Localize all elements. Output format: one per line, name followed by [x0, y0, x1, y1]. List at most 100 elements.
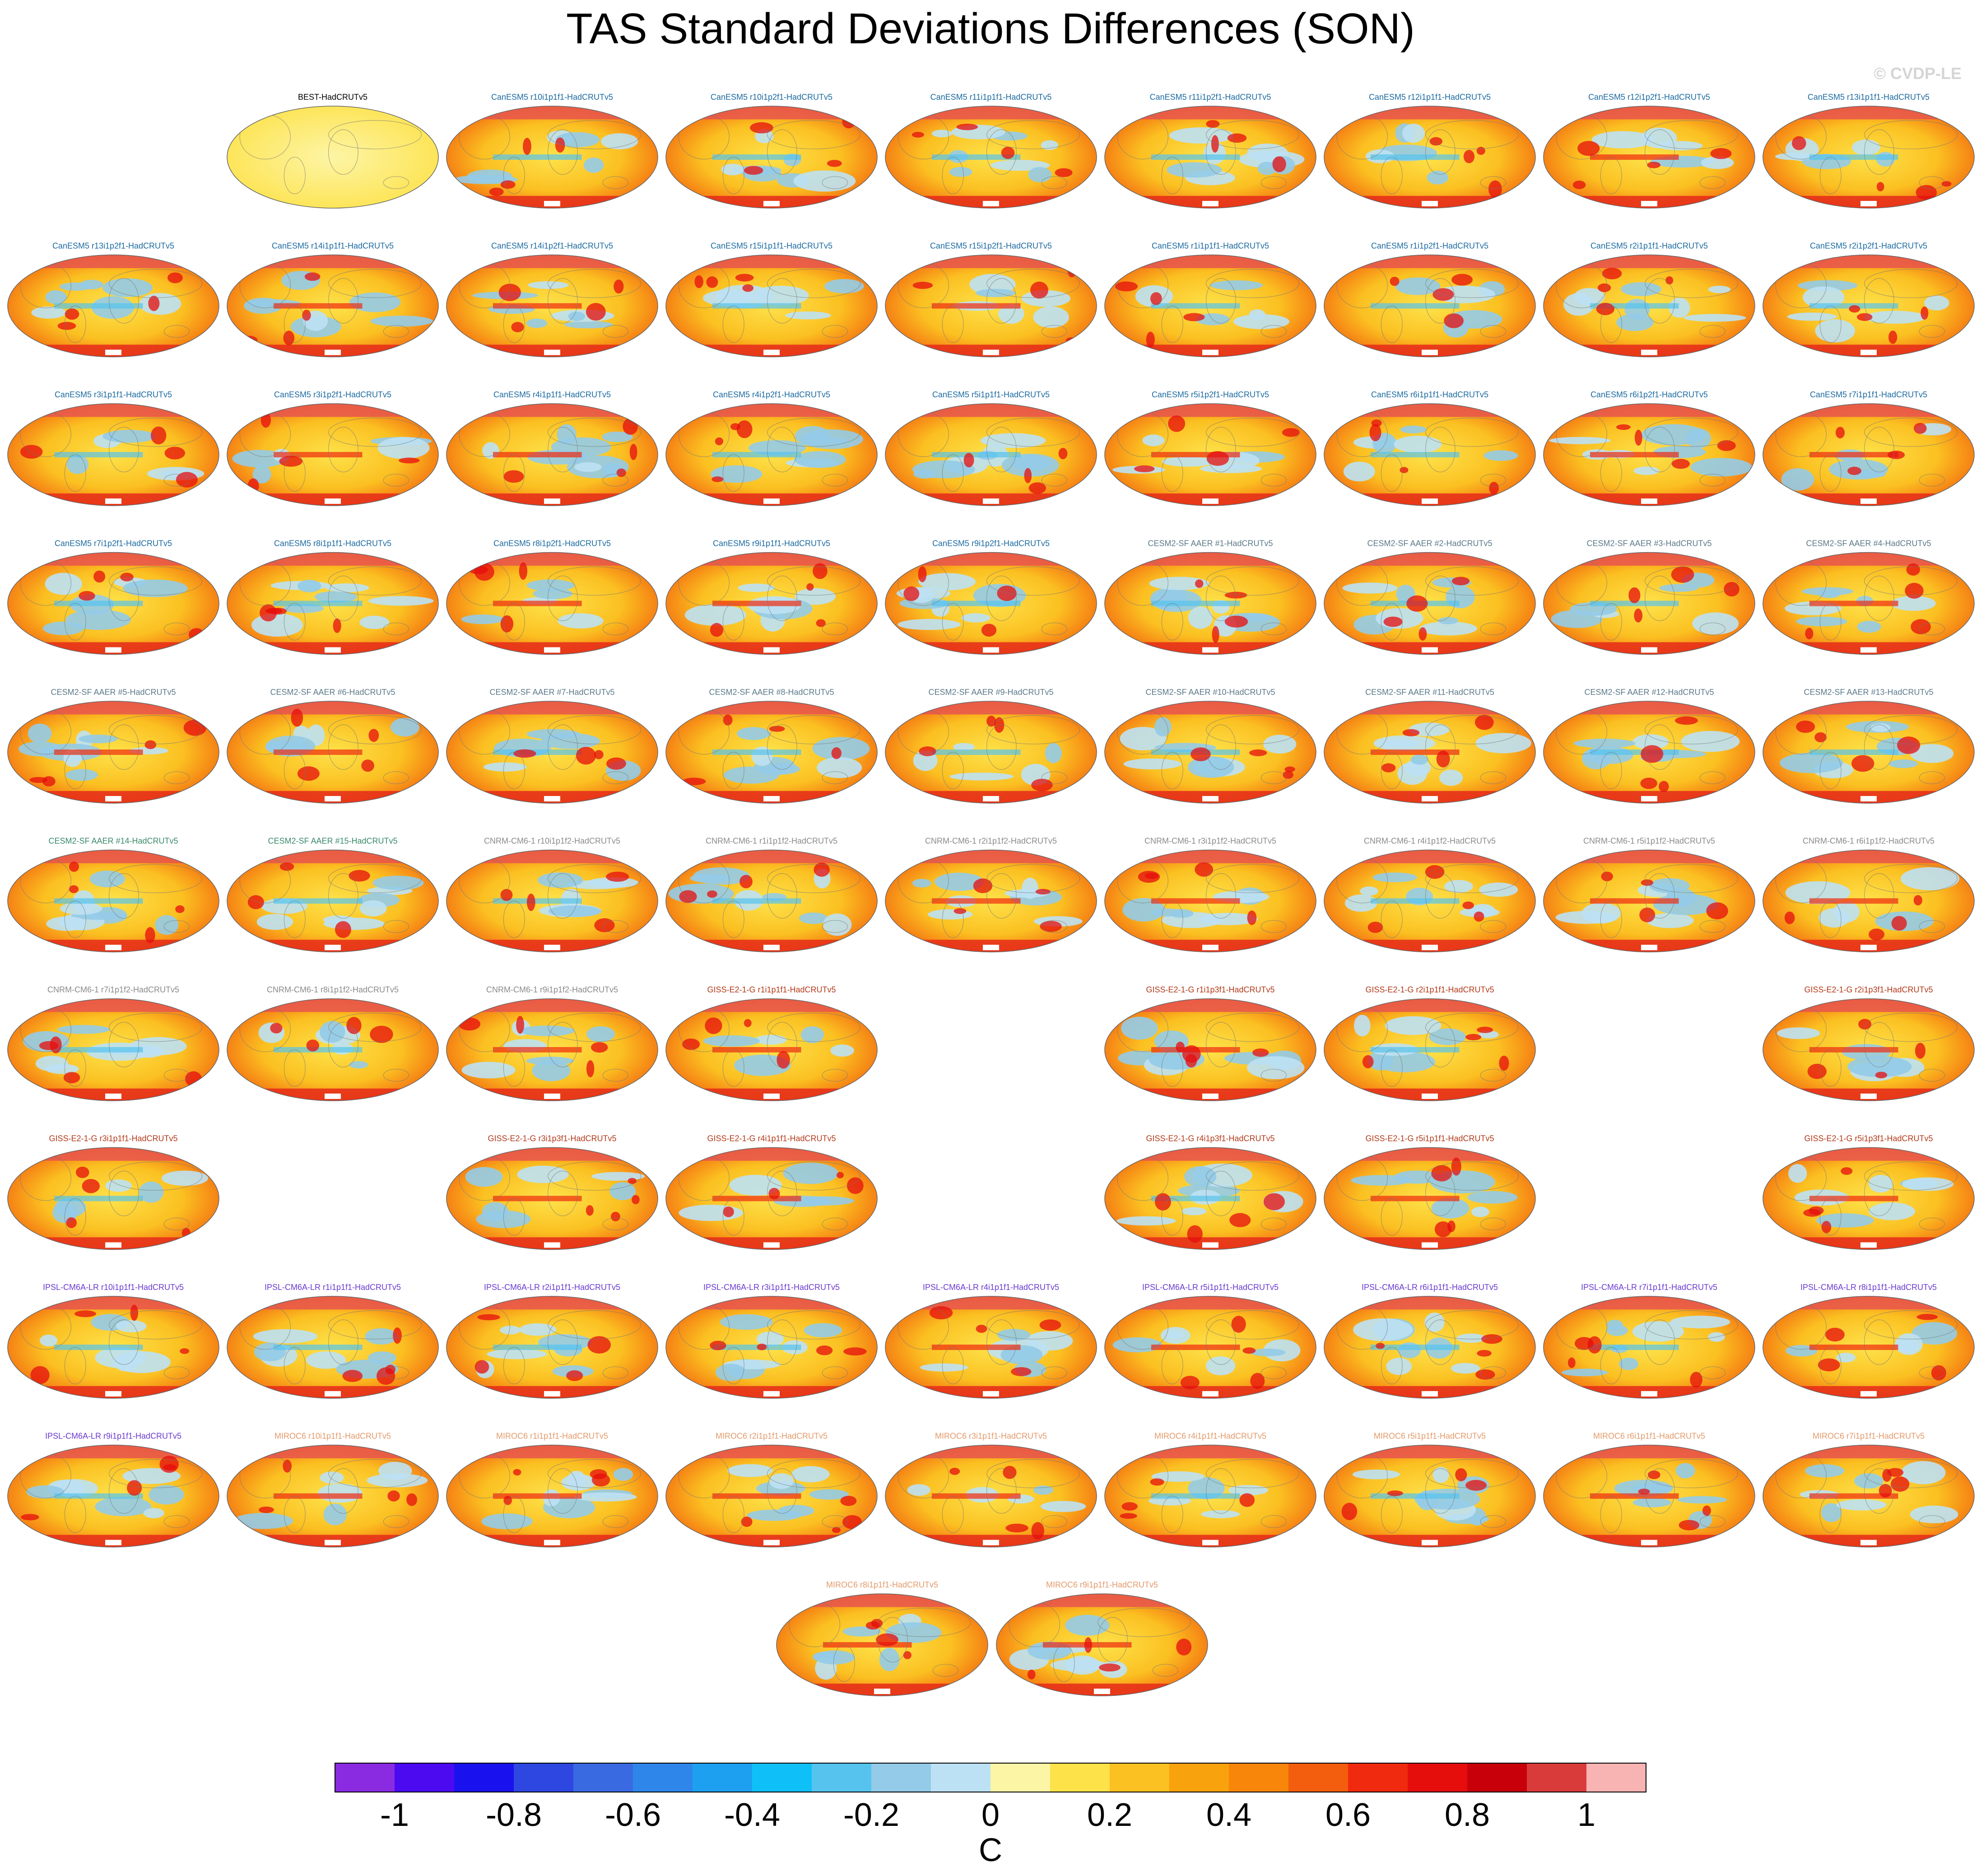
map-panel: CanESM5 r11i1p1f1-HadCRUTv5 — [885, 93, 1097, 209]
panel-label: CanESM5 r5i1p1f1-HadCRUTv5 — [932, 390, 1050, 399]
map-panel: CNRM-CM6-1 r10i1p1f2-HadCRUTv5 — [446, 837, 658, 953]
panel-label: IPSL-CM6A-LR r8i1p1f1-HadCRUTv5 — [1800, 1283, 1937, 1292]
map-panel: CESM2-SF AAER #11-HadCRUTv5 — [1324, 688, 1536, 804]
map-panel: CESM2-SF AAER #15-HadCRUTv5 — [227, 837, 439, 953]
colorbar-swatch — [1050, 1763, 1110, 1792]
panel-label: GISS-E2-1-G r4i1p1f1-HadCRUTv5 — [707, 1134, 836, 1143]
panel-label: MIROC6 r6i1p1f1-HadCRUTv5 — [1593, 1432, 1705, 1441]
panel-label: GISS-E2-1-G r5i1p3f1-HadCRUTv5 — [1804, 1134, 1933, 1143]
panel-label: GISS-E2-1-G r3i1p3f1-HadCRUTv5 — [488, 1134, 616, 1143]
colorbar-tick-label: 0.4 — [1206, 1797, 1251, 1833]
map-panel: GISS-E2-1-G r4i1p1f1-HadCRUTv5 — [665, 1134, 878, 1250]
panel-label: CNRM-CM6-1 r9i1p1f2-HadCRUTv5 — [486, 985, 618, 994]
colorbar-unit: C — [979, 1832, 1002, 1868]
panel-label: CanESM5 r4i1p1f1-HadCRUTv5 — [493, 390, 611, 399]
panel-label: CESM2-SF AAER #12-HadCRUTv5 — [1584, 688, 1714, 697]
colorbar-tick-label: -0.4 — [724, 1797, 780, 1833]
panel-label: CNRM-CM6-1 r5i1p1f2-HadCRUTv5 — [1583, 837, 1715, 846]
panel-label: CanESM5 r5i1p2f1-HadCRUTv5 — [1152, 390, 1269, 399]
map-panel: CanESM5 r5i1p2f1-HadCRUTv5 — [1104, 390, 1316, 506]
panel-label: GISS-E2-1-G r5i1p1f1-HadCRUTv5 — [1365, 1134, 1494, 1143]
panel-label: CESM2-SF AAER #3-HadCRUTv5 — [1586, 539, 1711, 548]
panel-label: CanESM5 r4i1p2f1-HadCRUTv5 — [713, 390, 830, 399]
map-panel: CNRM-CM6-1 r5i1p1f2-HadCRUTv5 — [1543, 837, 1755, 953]
map-panel: CanESM5 r13i1p1f1-HadCRUTv5 — [1762, 93, 1975, 209]
map-panel: CanESM5 r3i1p1f1-HadCRUTv5 — [7, 390, 219, 506]
map-panel: MIROC6 r9i1p1f1-HadCRUTv5 — [996, 1580, 1208, 1696]
colorbar-swatch — [514, 1763, 574, 1792]
map-panel: CanESM5 r13i1p2f1-HadCRUTv5 — [7, 242, 219, 358]
map-panel: CESM2-SF AAER #5-HadCRUTv5 — [7, 688, 219, 804]
map-panel: CanESM5 r5i1p1f1-HadCRUTv5 — [885, 390, 1097, 506]
map-panel: MIROC6 r5i1p1f1-HadCRUTv5 — [1324, 1432, 1536, 1548]
panel-label: CanESM5 r11i1p2f1-HadCRUTv5 — [1150, 93, 1271, 102]
panel-label: CNRM-CM6-1 r3i1p1f2-HadCRUTv5 — [1144, 837, 1276, 846]
map-panel: MIROC6 r10i1p1f1-HadCRUTv5 — [227, 1432, 439, 1548]
colorbar-tick-label: 0 — [981, 1797, 1000, 1833]
page-title: TAS Standard Deviations Differences (SON… — [566, 5, 1415, 53]
panel-label: CESM2-SF AAER #2-HadCRUTv5 — [1367, 539, 1492, 548]
panel-label: IPSL-CM6A-LR r9i1p1f1-HadCRUTv5 — [45, 1432, 181, 1441]
panel-label: GISS-E2-1-G r1i1p1f1-HadCRUTv5 — [707, 985, 836, 994]
panel-label: CNRM-CM6-1 r4i1p1f2-HadCRUTv5 — [1364, 837, 1496, 846]
colorbar-swatch — [633, 1763, 693, 1792]
map-panel: IPSL-CM6A-LR r3i1p1f1-HadCRUTv5 — [665, 1283, 878, 1399]
colorbar-swatch — [1527, 1763, 1587, 1792]
colorbar-tick-label: 0.8 — [1445, 1797, 1490, 1833]
map-panel: CanESM5 r11i1p2f1-HadCRUTv5 — [1104, 93, 1316, 209]
panel-label: MIROC6 r9i1p1f1-HadCRUTv5 — [1046, 1580, 1158, 1589]
panel-label: CESM2-SF AAER #5-HadCRUTv5 — [51, 688, 176, 697]
panel-label: CNRM-CM6-1 r6i1p1f2-HadCRUTv5 — [1803, 837, 1934, 846]
map-panel: GISS-E2-1-G r4i1p3f1-HadCRUTv5 — [1104, 1134, 1316, 1250]
panel-label: IPSL-CM6A-LR r7i1p1f1-HadCRUTv5 — [1581, 1283, 1717, 1292]
map-panel: CanESM5 r15i1p1f1-HadCRUTv5 — [665, 242, 878, 358]
panel-label: CanESM5 r9i1p2f1-HadCRUTv5 — [932, 539, 1050, 548]
map-panel: GISS-E2-1-G r3i1p3f1-HadCRUTv5 — [446, 1134, 658, 1250]
map-panel: CanESM5 r3i1p2f1-HadCRUTv5 — [227, 390, 439, 506]
map-panel: CanESM5 r8i1p1f1-HadCRUTv5 — [227, 539, 439, 655]
map-panel: MIROC6 r3i1p1f1-HadCRUTv5 — [885, 1432, 1097, 1548]
panel-label: MIROC6 r1i1p1f1-HadCRUTv5 — [496, 1432, 608, 1441]
map-panel: IPSL-CM6A-LR r10i1p1f1-HadCRUTv5 — [7, 1283, 219, 1399]
panel-label: CanESM5 r1i1p1f1-HadCRUTv5 — [1152, 242, 1269, 251]
panel-label: CESM2-SF AAER #4-HadCRUTv5 — [1806, 539, 1931, 548]
panel-label: CNRM-CM6-1 r1i1p1f2-HadCRUTv5 — [706, 837, 837, 846]
map-panel: CanESM5 r14i1p1f1-HadCRUTv5 — [227, 242, 439, 358]
panel-label: IPSL-CM6A-LR r3i1p1f1-HadCRUTv5 — [703, 1283, 840, 1292]
colorbar-tick-label: 1 — [1577, 1797, 1595, 1833]
colorbar-tick-label: -0.6 — [605, 1797, 661, 1833]
panel-label: CanESM5 r14i1p1f1-HadCRUTv5 — [272, 242, 394, 251]
panel-label: CanESM5 r8i1p1f1-HadCRUTv5 — [274, 539, 391, 548]
panel-label: CESM2-SF AAER #11-HadCRUTv5 — [1365, 688, 1494, 697]
map-panel: GISS-E2-1-G r5i1p3f1-HadCRUTv5 — [1762, 1134, 1975, 1250]
map-panel: CanESM5 r8i1p2f1-HadCRUTv5 — [446, 539, 658, 655]
map-panel: CanESM5 r9i1p2f1-HadCRUTv5 — [885, 539, 1097, 655]
panel-label: GISS-E2-1-G r3i1p1f1-HadCRUTv5 — [49, 1134, 177, 1143]
map-panel: MIROC6 r1i1p1f1-HadCRUTv5 — [446, 1432, 658, 1548]
panel-label: CNRM-CM6-1 r7i1p1f2-HadCRUTv5 — [47, 985, 179, 994]
map-panel: CNRM-CM6-1 r9i1p1f2-HadCRUTv5 — [446, 985, 658, 1101]
map-panel: MIROC6 r8i1p1f1-HadCRUTv5 — [776, 1580, 988, 1696]
panel-label: GISS-E2-1-G r1i1p3f1-HadCRUTv5 — [1146, 985, 1274, 994]
panel-label: CESM2-SF AAER #8-HadCRUTv5 — [709, 688, 834, 697]
copyright-mark: © CVDP-LE — [1874, 64, 1962, 83]
panel-label: IPSL-CM6A-LR r2i1p1f1-HadCRUTv5 — [484, 1283, 620, 1292]
panel-label: CESM2-SF AAER #14-HadCRUTv5 — [48, 837, 178, 846]
map-panel: CNRM-CM6-1 r3i1p1f2-HadCRUTv5 — [1104, 837, 1316, 953]
map-panel: IPSL-CM6A-LR r2i1p1f1-HadCRUTv5 — [446, 1283, 658, 1399]
colorbar-swatch — [573, 1763, 633, 1792]
panel-label: CanESM5 r10i1p1f1-HadCRUTv5 — [491, 93, 613, 102]
colorbar-tick-label: -0.8 — [486, 1797, 542, 1833]
colorbar-swatch — [990, 1763, 1051, 1792]
colorbar-swatch — [871, 1763, 931, 1792]
panel-label: MIROC6 r8i1p1f1-HadCRUTv5 — [826, 1580, 938, 1589]
map-panel: CNRM-CM6-1 r4i1p1f2-HadCRUTv5 — [1324, 837, 1536, 953]
panel-label: CanESM5 r14i1p2f1-HadCRUTv5 — [491, 242, 613, 251]
map-panel: CanESM5 r15i1p2f1-HadCRUTv5 — [885, 242, 1097, 358]
colorbar-swatch — [335, 1763, 395, 1792]
panel-label: CESM2-SF AAER #13-HadCRUTv5 — [1804, 688, 1933, 697]
panel-label: CESM2-SF AAER #10-HadCRUTv5 — [1145, 688, 1275, 697]
map-panel: MIROC6 r2i1p1f1-HadCRUTv5 — [665, 1432, 878, 1548]
map-panel: CanESM5 r12i1p1f1-HadCRUTv5 — [1324, 93, 1536, 209]
map-panel: CanESM5 r6i1p2f1-HadCRUTv5 — [1543, 390, 1755, 506]
